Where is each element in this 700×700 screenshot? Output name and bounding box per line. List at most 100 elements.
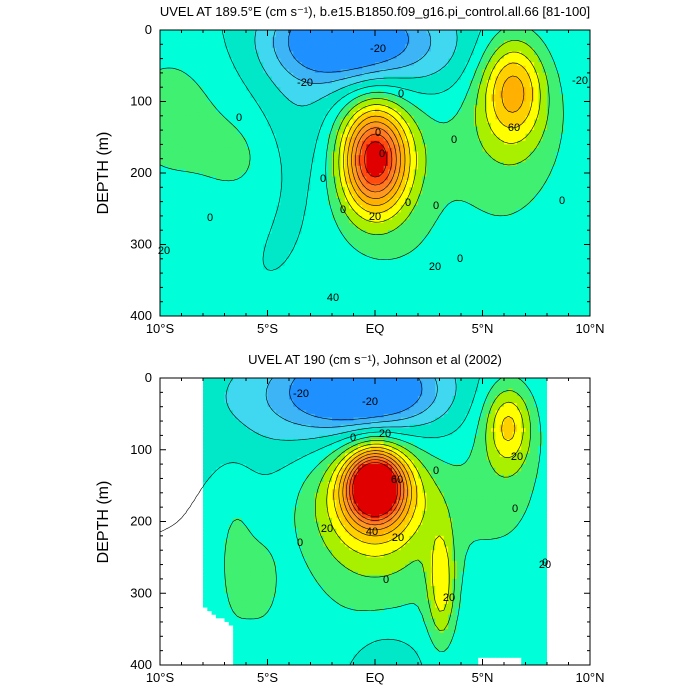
contour-cell <box>336 144 342 149</box>
contour-cell <box>418 30 423 35</box>
contour-cell <box>572 183 578 188</box>
contour-cell <box>508 162 514 167</box>
contour-cell <box>340 69 346 74</box>
contour-cell <box>353 140 359 145</box>
contour-cell <box>469 80 475 85</box>
contour-cell <box>418 144 423 149</box>
contour-cell <box>284 115 290 120</box>
contour-cell <box>495 176 501 181</box>
contour-cell <box>547 87 552 92</box>
contour-cell <box>529 65 535 70</box>
contour-cell <box>353 90 359 95</box>
contour-cell <box>263 162 269 167</box>
contour-cell <box>215 37 221 42</box>
contour-cell <box>353 158 359 163</box>
contour-cell <box>181 133 187 138</box>
contour-cell <box>160 94 165 99</box>
contour-cell <box>430 80 436 85</box>
contour-cell <box>319 115 324 120</box>
contour-cell <box>203 30 208 35</box>
contour-cell <box>478 44 484 49</box>
contour-cell <box>366 165 372 171</box>
contour-cell <box>448 80 453 85</box>
contour-cell <box>461 165 466 171</box>
contour-cell <box>340 97 346 103</box>
contour-cell <box>555 173 561 178</box>
contour-cell <box>198 151 204 156</box>
contour-cell <box>499 205 505 210</box>
contour-cell <box>542 187 548 192</box>
contour-cell <box>452 87 458 92</box>
contour-cell <box>495 62 501 67</box>
contour-cell <box>220 205 226 210</box>
contour-cell <box>237 94 243 99</box>
contour-cell <box>443 155 449 160</box>
contour-cell <box>280 51 286 56</box>
contour-cell <box>422 169 428 174</box>
contour-cell <box>224 101 230 106</box>
contour-cell <box>418 47 423 53</box>
contour-cell <box>435 51 441 56</box>
contour-cell <box>366 83 372 88</box>
contour-cell <box>357 62 363 67</box>
contour-cell <box>306 190 312 196</box>
contour-cell <box>310 187 316 192</box>
contour-cell <box>215 169 221 174</box>
contour-cell <box>572 72 578 78</box>
contour-cell <box>181 151 187 156</box>
contour-cell <box>413 130 419 135</box>
contour-cell <box>555 122 561 128</box>
contour-cell <box>409 122 415 128</box>
contour-cell <box>516 105 522 110</box>
contour-cell <box>405 80 410 85</box>
contour-cell <box>572 119 578 124</box>
contour-cell <box>529 201 535 206</box>
contour-cell <box>362 87 367 92</box>
contour-cell <box>362 58 367 63</box>
contour-cell <box>263 80 269 85</box>
contour-cell <box>310 162 316 167</box>
contour-cell <box>370 80 376 85</box>
contour-cell <box>293 122 299 128</box>
contour-cell <box>228 137 234 142</box>
contour-cell <box>267 158 273 163</box>
contour-cell <box>379 155 385 160</box>
contour-cell <box>215 90 221 95</box>
contour-cell <box>220 130 226 135</box>
contour-cell <box>379 205 385 210</box>
contour-cell <box>499 169 505 174</box>
contour-cell <box>542 194 548 199</box>
contour-cell <box>430 58 436 63</box>
contour-cell <box>276 119 281 124</box>
contour-cell <box>516 187 522 192</box>
contour-cell <box>181 122 187 128</box>
contour-cell <box>456 137 462 142</box>
contour-cell <box>319 55 324 60</box>
contour-cell <box>203 187 208 192</box>
contour-cell <box>284 30 290 35</box>
contour-cell <box>547 40 552 45</box>
contour-cell <box>461 105 466 110</box>
contour-cell <box>504 108 509 113</box>
contour-cell <box>538 201 544 206</box>
contour-cell <box>555 72 561 78</box>
contour-cell <box>551 133 557 138</box>
contour-cell <box>387 165 393 171</box>
contour-cell <box>405 101 410 106</box>
contour-cell <box>473 190 479 196</box>
contour-cell <box>547 205 552 210</box>
contour-cell <box>469 140 475 145</box>
contour-cell <box>332 162 337 167</box>
contour-cell <box>413 119 419 124</box>
contour-cell <box>284 147 290 153</box>
contour-cell <box>534 137 539 142</box>
contour-cell <box>215 190 221 196</box>
contour-cell <box>564 180 570 185</box>
contour-cell <box>258 97 264 103</box>
contour-cell <box>194 30 200 35</box>
contour-cell <box>340 115 346 120</box>
contour-cell <box>198 62 204 67</box>
contour-cell <box>357 169 363 174</box>
contour-cell <box>456 62 462 67</box>
contour-cell <box>456 194 462 199</box>
